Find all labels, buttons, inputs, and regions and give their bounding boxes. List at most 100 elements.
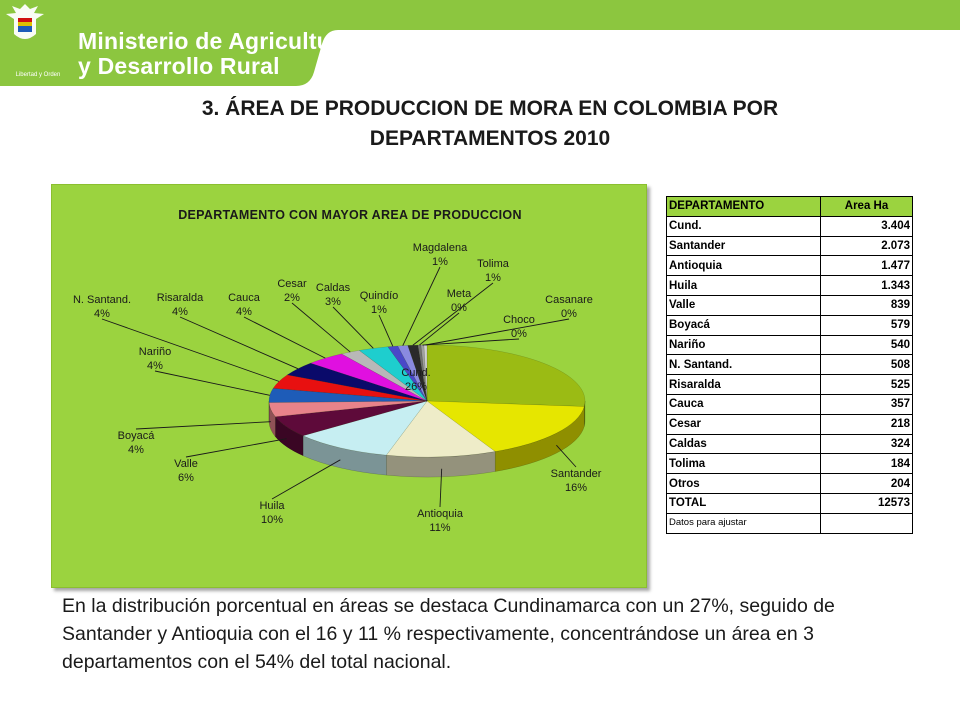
slice-label: Huila 10% (259, 499, 284, 527)
table-row: Otros 204 (666, 473, 913, 494)
table-cell-departamento: Cauca (666, 393, 821, 415)
crest-motto: Libertad y Orden (15, 72, 61, 78)
slice-label-percent: 4% (236, 306, 252, 318)
table-cell-area: 3.404 (820, 215, 913, 237)
table-cell-area: 204 (820, 473, 913, 494)
leader-line (179, 316, 299, 370)
slice-label-name: Caldas (315, 282, 351, 294)
slice-label-percent: 4% (128, 444, 144, 456)
header-band: Libertad y Orden Ministerio de Agricultu… (0, 0, 960, 86)
slice-label-name: Huila (259, 500, 285, 512)
table-cell-departamento: Otros (666, 473, 821, 494)
table-cell-area: 1.343 (820, 275, 913, 296)
table-cell-departamento: Antioquia (666, 255, 821, 277)
pie-slice-magdalena (397, 345, 428, 402)
table-cell-area: 12573 (820, 492, 913, 514)
pie-slice-valle (274, 400, 428, 436)
table-cell-departamento: Valle (666, 294, 821, 316)
ministry-name-line1: Ministerio de Agricultura (78, 28, 354, 54)
slice-label: Caldas 3% (316, 281, 350, 309)
pie-tops (268, 344, 586, 458)
slice-label: Valle 6% (174, 457, 198, 485)
slice-label-name: N. Santand. (72, 294, 132, 306)
table-cell-departamento: Cesar (666, 413, 821, 435)
leader-line (271, 459, 341, 500)
slice-label: Quindío 1% (360, 289, 399, 317)
slice-label-percent: 6% (178, 472, 194, 484)
slice-label-name: Santander (550, 468, 602, 480)
pie-sides (268, 400, 586, 478)
table-row: Cesar 218 (666, 413, 913, 435)
slice-label-name: Magdalena (412, 242, 468, 254)
slice-label-percent: 4% (147, 360, 163, 372)
table-row: Nariño 540 (666, 334, 913, 356)
leader-line (402, 266, 441, 346)
table-row: Santander 2.073 (666, 235, 913, 257)
leader-line (185, 438, 287, 458)
table-cell-area: 218 (820, 413, 913, 435)
slice-label-name: Antioquia (417, 508, 463, 520)
table-cell-area: 579 (820, 314, 913, 336)
slice-label-name: Cund. (401, 367, 431, 379)
slice-label-name: Cauca (228, 292, 260, 304)
slice-label: Magdalena 1% (413, 241, 467, 269)
table-row: Cund. 3.404 (666, 215, 913, 237)
slice-label: Risaralda 4% (157, 291, 203, 319)
slice-label-percent: 1% (485, 272, 501, 284)
table-row: Cauca 357 (666, 393, 913, 415)
pie-slice-boyac- (268, 400, 428, 417)
table-row: Huila 1.343 (666, 275, 913, 296)
slice-label-name: Valle (174, 458, 198, 470)
pie-slice-nari-o (268, 388, 428, 403)
slice-label-name: Quindío (359, 290, 399, 302)
table-cell-departamento: Huila (666, 275, 821, 296)
leader-line (101, 318, 280, 382)
summary-paragraph: En la distribución porcentual en áreas s… (62, 595, 835, 673)
table-cell-departamento: Tolima (666, 453, 821, 475)
table-cell-area: 324 (820, 433, 913, 455)
slice-label-percent: 2% (284, 292, 300, 304)
ministry-name-line2: y Desarrollo Rural (78, 53, 280, 79)
leader-line (419, 312, 460, 346)
slice-label-percent: 11% (429, 522, 451, 534)
leader-line (556, 444, 577, 468)
pie-slice-n-santand- (272, 374, 428, 402)
table-cell-departamento: Caldas (666, 433, 821, 455)
leader-line (412, 282, 494, 346)
table-row: Valle 839 (666, 294, 913, 316)
slice-label-percent: 4% (94, 308, 110, 320)
table-cell-area: 839 (820, 294, 913, 316)
slice-label: Cesar 2% (277, 277, 306, 305)
table-cell-departamento: Cund. (666, 215, 821, 237)
table-cell-area: 184 (820, 453, 913, 475)
table-cell-departamento: Santander (666, 235, 821, 257)
table-row: N. Santand. 508 (666, 354, 913, 376)
table-row: Risaralda 525 (666, 374, 913, 395)
table-cell-area: 1.477 (820, 255, 913, 277)
table-row: TOTAL 12573 (666, 492, 913, 514)
slice-label-percent: 0% (511, 328, 527, 340)
leader-line (154, 370, 270, 396)
pie-chart-panel: DEPARTAMENTO CON MAYOR AREA DE PRODUCCIO… (51, 184, 647, 588)
slice-label-percent: 4% (172, 306, 188, 318)
leader-line (332, 306, 374, 349)
slice-label-percent: 0% (561, 308, 577, 320)
area-data-table: DEPARTAMENTO Area Ha Cund. 3.404 Santander… (666, 196, 913, 534)
header-band-shape (0, 0, 960, 86)
pie-slice-meta (417, 344, 428, 402)
slice-label-name: Choco (503, 314, 535, 326)
leader-line (425, 318, 570, 346)
slice-label-name: Cesar (277, 278, 307, 290)
slice-label-percent: 1% (371, 304, 387, 316)
pie-slice-cauca (309, 353, 428, 402)
table-note-empty-cell (820, 512, 913, 534)
table-body: Cund. 3.404 Santander 2.073 Antioquia 1.477 Hu… (666, 215, 913, 534)
slice-label: Meta 0% (447, 287, 471, 315)
table-cell-area: 540 (820, 334, 913, 356)
slice-label-name: Tolima (477, 258, 509, 270)
leader-line (378, 314, 394, 347)
header-area: Area Ha (820, 196, 913, 217)
leader-line (135, 421, 271, 430)
slice-label-percent: 10% (260, 514, 284, 526)
table-note: Datos para ajustar (666, 512, 821, 534)
